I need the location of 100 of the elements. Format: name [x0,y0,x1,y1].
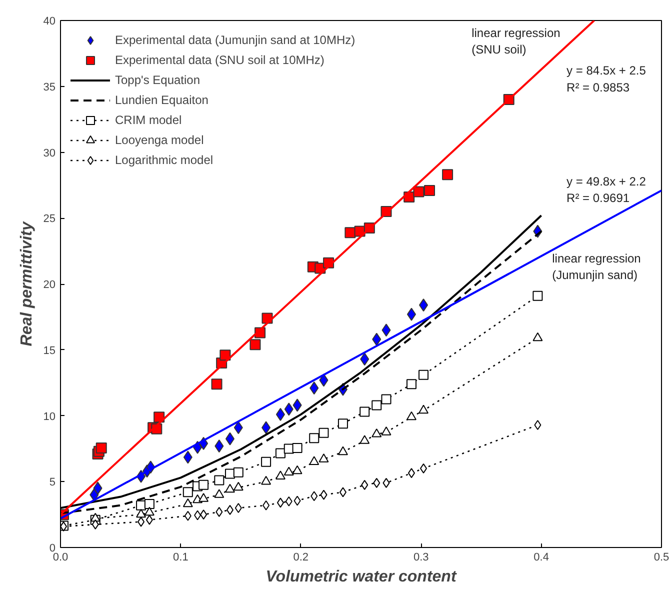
point [214,489,224,498]
point [92,519,99,530]
legend-label: Experimental data (SNU soil at 10MHz) [115,53,324,67]
y-tick-label: 15 [43,344,56,357]
point [284,466,294,476]
point [318,428,329,438]
point [309,456,320,465]
point [294,496,301,506]
point [373,478,380,488]
annotation: linear regression (SNU soil) [472,26,560,57]
point [309,433,320,444]
point [532,290,543,301]
point [233,482,244,491]
point [382,324,391,337]
point [418,404,429,414]
y-tick-label: 35 [43,81,56,94]
point [276,498,284,508]
point [285,496,292,506]
y-tick-label: 10 [43,410,56,423]
point [182,498,193,508]
point [198,493,209,502]
point [408,468,415,478]
point [360,435,370,444]
point [225,432,234,446]
point [344,227,356,238]
legend-label: Logarithmic model [115,153,214,167]
point [262,500,270,510]
point [339,487,346,498]
point [532,332,543,342]
y-tick-label: 5 [49,476,56,489]
point [233,467,244,478]
y-tick-label: 20 [43,279,56,291]
annotation: linear regression (Jumunjin sand) [552,251,641,282]
point [418,370,429,380]
annotation: y = 49.8x + 2.2 R² = 0.9691 [566,174,646,206]
point [319,374,328,387]
point [198,480,209,490]
point [184,510,192,521]
legend-label: Experimental data (Jumunjin sand at 10MHz) [115,33,356,47]
point [93,482,102,495]
point [144,499,154,510]
legend-label: CRIM model [115,113,182,127]
point [211,378,222,390]
point [292,443,302,454]
point [214,475,224,486]
point [406,411,416,420]
point [224,484,235,493]
point [360,352,370,366]
x-tick-label: 0.3 [413,552,429,564]
point [138,516,145,527]
point [406,379,416,390]
point [320,490,328,500]
point [292,398,302,412]
legend-label: Lundien Equaiton [115,93,208,107]
point [381,426,392,436]
x-tick-label: 0.2 [293,552,309,564]
point [372,428,382,438]
point [144,506,154,516]
point [372,332,382,346]
legend-label: Topp's Equation [115,73,200,87]
point [262,421,271,434]
x-tick-label: 0.4 [534,552,549,564]
point [406,308,416,321]
x-tick-label: 0.1 [173,552,188,564]
point [183,450,192,464]
point [261,456,272,467]
point [381,394,392,404]
point [194,510,202,520]
point [276,408,285,421]
point [214,440,224,453]
point [96,442,107,454]
y-tick-label: 40 [43,16,56,28]
point [154,412,165,423]
x-tick-label: 0.0 [52,552,68,564]
point [413,186,424,198]
point [318,454,329,462]
legend-label: Looyenga model [115,133,204,147]
point [226,504,234,515]
point [338,446,348,456]
point [182,487,193,498]
x-axis-title: Volumetric water content [266,568,457,586]
annotation: y = 84.5x + 2.5 R² = 0.9853 [566,64,646,95]
point [136,508,146,518]
point [261,476,272,485]
point [310,382,319,395]
point [534,420,542,430]
point [310,491,318,502]
point [442,169,454,180]
point [382,478,390,488]
point [419,298,428,312]
point [424,184,436,196]
y-tick-label: 0 [49,542,56,554]
y-axis-title: Real permittivity [18,220,36,346]
y-tick-label: 25 [43,213,56,226]
point [420,463,428,474]
point [216,506,223,517]
point [361,480,368,490]
point [220,350,231,361]
point [275,470,286,480]
point [234,421,243,434]
